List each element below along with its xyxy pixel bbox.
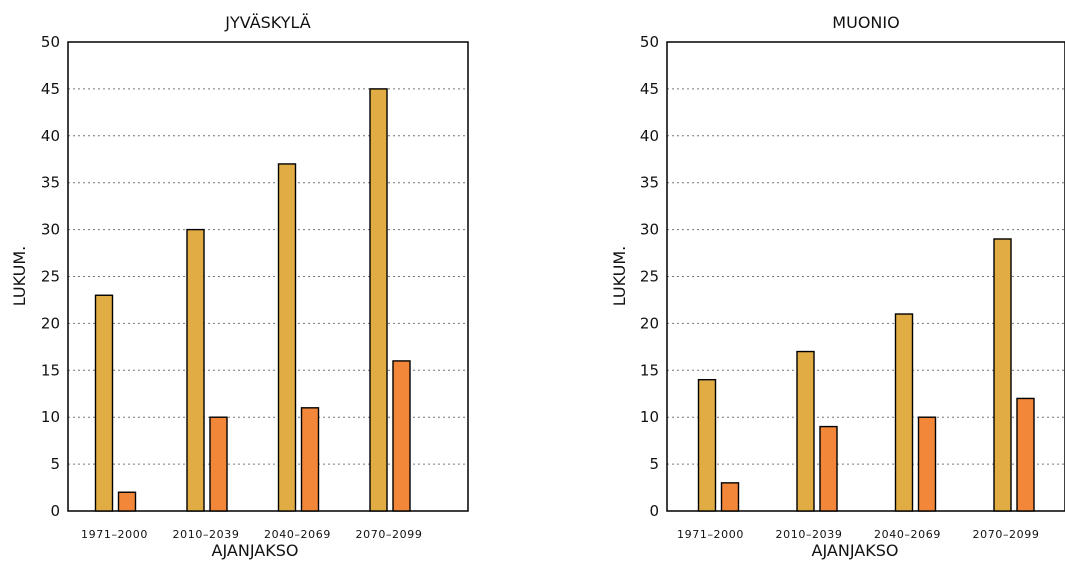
bar-series-2 [117, 491, 137, 512]
y-tick-label: 15 [640, 361, 659, 379]
x-tick-label: 2010–2039 [776, 528, 843, 541]
chart-title: MUONIO [832, 13, 899, 32]
y-tick-label: 50 [640, 33, 659, 51]
x-tick-label: 2070–2099 [973, 528, 1040, 541]
bar-series-1 [186, 228, 205, 512]
x-tick-label: 2040–2069 [874, 528, 941, 541]
y-tick-label: 10 [640, 408, 659, 426]
y-tick-label: 45 [640, 80, 659, 98]
x-axis-label: AJANJAKSO [212, 541, 299, 560]
bar-series-2 [720, 482, 740, 512]
bars [94, 88, 411, 512]
x-ticks: 1971–2000 2010–2039 2040–2069 2070–2099 [677, 528, 1039, 541]
y-tick-label: 40 [640, 127, 659, 145]
plot-frame [67, 41, 469, 512]
y-tick-label: 30 [41, 221, 60, 239]
y-ticks: 0 5 10 15 20 25 30 35 40 45 50 [41, 33, 60, 520]
bar-series-2 [209, 416, 228, 512]
y-tick-label: 20 [41, 314, 60, 332]
y-tick-label: 25 [41, 268, 60, 286]
y-tick-label: 40 [41, 127, 60, 145]
bar-series-1 [894, 313, 914, 512]
y-tick-label: 25 [640, 268, 659, 286]
chart-jyvaskyla: JYVÄSKYLÄ LUKUM. AJANJAKSO 0 5 10 15 20 25 30 3… [10, 13, 469, 560]
bar-series-2 [917, 416, 937, 512]
x-tick-label: 2010–2039 [173, 528, 240, 541]
y-tick-label: 35 [640, 174, 659, 192]
y-tick-label: 0 [50, 502, 60, 520]
y-axis-label: LUKUM. [610, 246, 629, 307]
y-ticks: 0 5 10 15 20 25 30 35 40 45 50 [640, 33, 659, 520]
y-tick-label: 45 [41, 80, 60, 98]
bar-series-1 [697, 378, 717, 512]
y-tick-label: 35 [41, 174, 60, 192]
bar-series-1 [993, 238, 1012, 512]
x-tick-label: 2070–2099 [356, 528, 423, 541]
chart-title: JYVÄSKYLÄ [224, 13, 310, 32]
y-tick-label: 5 [50, 455, 60, 473]
bar-series-2 [1016, 397, 1035, 512]
x-tick-label: 1971–2000 [81, 528, 148, 541]
bar-series-1 [277, 163, 297, 512]
y-tick-label: 30 [640, 221, 659, 239]
chart-muonio: MUONIO LUKUM. AJANJAKSO 0 5 10 15 20 25 30 35 40… [610, 13, 1065, 560]
plot-frame [666, 41, 1065, 512]
x-tick-label: 2040–2069 [264, 528, 331, 541]
x-tick-label: 1971–2000 [677, 528, 744, 541]
x-axis-label: AJANJAKSO [812, 541, 899, 560]
y-tick-label: 50 [41, 33, 60, 51]
bar-series-1 [94, 294, 114, 512]
bar-series-2 [819, 425, 838, 512]
y-tick-label: 10 [41, 408, 60, 426]
x-ticks: 1971–2000 2010–2039 2040–2069 2070–2099 [81, 528, 422, 541]
bar-series-1 [369, 88, 388, 512]
y-axis-label: LUKUM. [10, 246, 29, 307]
y-tick-label: 5 [649, 455, 659, 473]
bar-series-2 [392, 360, 411, 512]
y-tick-label: 20 [640, 314, 659, 332]
bar-series-1 [796, 350, 815, 512]
y-tick-label: 0 [649, 502, 659, 520]
bar-series-2 [300, 407, 320, 512]
bars [697, 238, 1035, 512]
y-tick-label: 15 [41, 361, 60, 379]
